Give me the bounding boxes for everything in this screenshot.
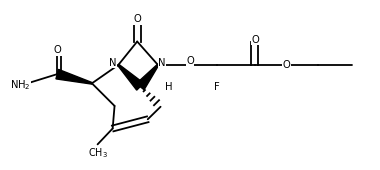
Text: O: O xyxy=(186,56,194,66)
Polygon shape xyxy=(56,69,92,84)
Text: N: N xyxy=(109,58,116,68)
Text: O: O xyxy=(53,45,61,55)
Text: H: H xyxy=(165,82,172,92)
Text: O: O xyxy=(133,14,141,24)
Text: O: O xyxy=(251,35,259,45)
Text: N: N xyxy=(158,58,166,68)
Text: CH$_3$: CH$_3$ xyxy=(88,146,108,160)
Text: NH$_2$: NH$_2$ xyxy=(10,78,30,92)
Text: F: F xyxy=(214,82,220,92)
Polygon shape xyxy=(136,64,158,90)
Text: O: O xyxy=(282,60,290,70)
Polygon shape xyxy=(118,64,144,90)
